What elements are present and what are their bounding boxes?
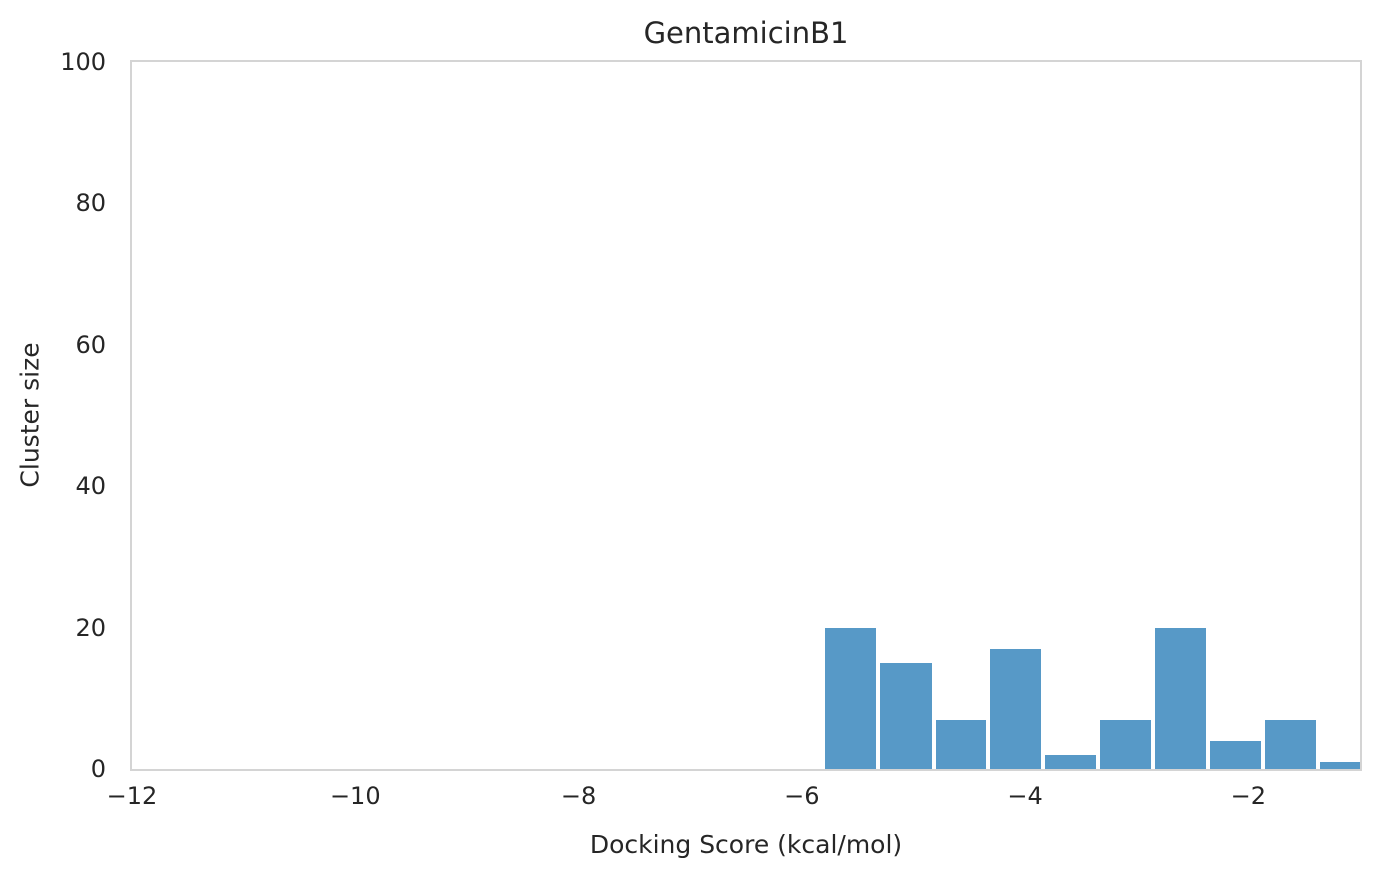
y-tick-label: 60 [75,330,106,359]
x-tick-label: −12 [106,782,158,810]
histogram-bar [1097,719,1154,769]
y-tick-label: 40 [75,472,106,501]
y-tick-label: 0 [90,755,106,783]
y-tick-label: 100 [60,48,106,76]
y-tick-label: 20 [75,613,106,642]
x-tick-label: −10 [329,782,381,810]
histogram-bar [823,627,878,769]
y-tick-label: 80 [75,189,106,218]
plot-area [130,60,1362,771]
histogram-bar [1208,740,1263,769]
chart-title: GentamicinB1 [643,16,849,50]
histogram-bar [933,719,989,769]
x-tick-label: −2 [1230,782,1267,810]
x-axis-label: Docking Score (kcal/mol) [589,830,903,859]
histogram-bar [1317,761,1360,769]
y-axis-label: Cluster size [15,342,45,488]
x-tick-label: −4 [1007,782,1043,810]
histogram-bar [1262,719,1318,769]
x-tick-label: −6 [784,782,820,810]
histogram-bar [877,662,934,769]
x-tick-label: −8 [560,782,597,810]
histogram-bar [1153,627,1209,769]
histogram-bar [988,648,1043,769]
histogram-bar [1042,754,1098,769]
